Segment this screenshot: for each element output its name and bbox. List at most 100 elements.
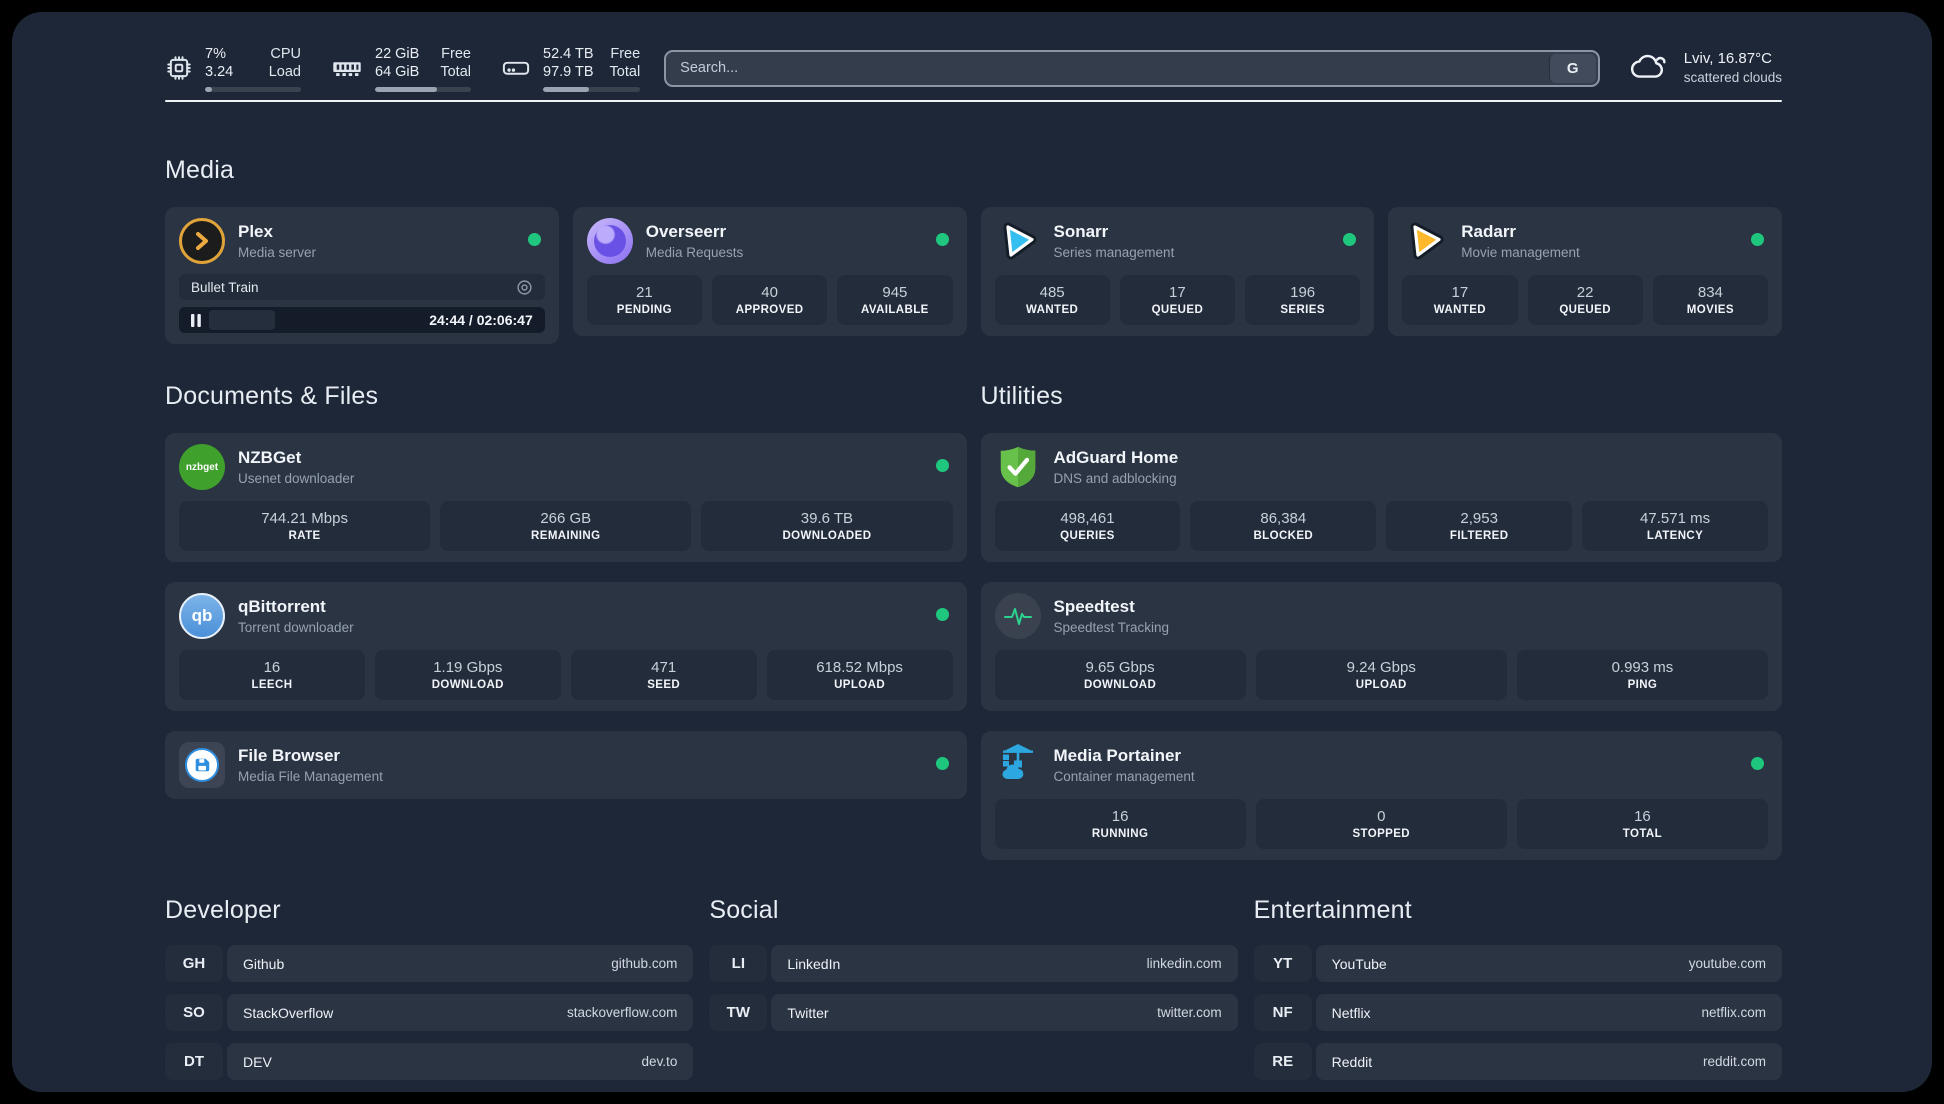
overseerr-icon <box>586 218 633 264</box>
sysstat-label: CPU <box>270 45 301 62</box>
service-title: NZBGet <box>238 448 302 467</box>
now-playing-title: Bullet Train <box>191 279 259 295</box>
link-abbr: RE <box>1253 1043 1312 1080</box>
link-abbr: SO <box>165 994 223 1031</box>
service-subtitle: Usenet downloader <box>238 471 355 486</box>
qbittorrent-icon: qb <box>179 593 225 639</box>
stat-label: AVAILABLE <box>861 304 929 316</box>
status-dot-online <box>1751 233 1764 246</box>
status-dot-online <box>935 608 949 621</box>
status-dot-online <box>935 233 949 246</box>
link-abbr: TW <box>709 994 768 1031</box>
stat-label: SEED <box>647 679 681 691</box>
link-item-dev[interactable]: DT DEV dev.to <box>165 1043 694 1080</box>
stat-value: 16 <box>263 659 281 676</box>
stat-label: BLOCKED <box>1253 530 1314 542</box>
service-card-media-portainer[interactable]: Media Portainer Container management 16 RUN… <box>980 731 1782 860</box>
service-subtitle: Media server <box>238 245 317 260</box>
service-card-sonarr[interactable]: Sonarr Series management 485 WANTED 17 QUEUED… <box>980 207 1375 336</box>
service-card-file-browser[interactable]: File Browser Media File Management <box>165 731 967 799</box>
stat-filtered: 2,953 FILTERED <box>1386 501 1573 551</box>
link-item-linkedin[interactable]: LI LinkedIn linkedin.com <box>709 945 1238 982</box>
stat-label: WANTED <box>1026 304 1079 316</box>
portainer-icon <box>995 742 1041 788</box>
stat-queued: 17 QUEUED <box>1119 275 1235 325</box>
adguard-icon <box>995 444 1041 490</box>
link-item-github[interactable]: GH Github github.com <box>165 945 694 982</box>
ram-icon <box>331 54 363 82</box>
stat-value: 2,953 <box>1460 510 1498 527</box>
link-abbr: GH <box>165 945 223 982</box>
stat-value: 9.65 Gbps <box>1085 659 1155 676</box>
link-item-reddit[interactable]: RE Reddit reddit.com <box>1253 1043 1782 1080</box>
stat-label: RATE <box>288 530 321 542</box>
media-grid: Plex Media server Bullet Train 24:44 / 02:0… <box>165 207 1782 344</box>
sysstat-value: 64 GiB <box>375 63 420 80</box>
stat-value: 0.993 ms <box>1611 659 1674 676</box>
stat-label: QUERIES <box>1060 530 1115 542</box>
playback-time: 24:44 / 02:06:47 <box>429 312 533 328</box>
service-title: Plex <box>238 222 273 241</box>
search-engine-button[interactable]: G <box>1548 53 1596 83</box>
stat-value: 16 <box>1634 808 1651 825</box>
search-bar[interactable]: G <box>664 49 1600 87</box>
link-name: YouTube <box>1331 955 1387 972</box>
service-subtitle: Torrent downloader <box>238 620 354 635</box>
stat-label: REMAINING <box>531 530 601 542</box>
search-input[interactable] <box>666 60 1598 76</box>
service-card-adguard-home[interactable]: AdGuard Home DNS and adblocking 498,461 QUE… <box>980 433 1782 562</box>
stat-total: 16 TOTAL <box>1516 799 1769 849</box>
service-title: qBittorrent <box>238 597 326 616</box>
link-item-youtube[interactable]: YT YouTube youtube.com <box>1253 945 1782 982</box>
link-item-twitter[interactable]: TW Twitter twitter.com <box>709 994 1238 1031</box>
service-title: File Browser <box>238 746 341 765</box>
stat-value: 17 <box>1169 284 1186 301</box>
header-divider <box>165 100 1782 102</box>
section-title-entertainment: Entertainment <box>1253 896 1412 924</box>
link-url: dev.to <box>641 1054 678 1069</box>
links-section-developer: Developer GH Github github.com SO StackOverfl… <box>165 896 694 1092</box>
link-abbr: NF <box>1253 994 1312 1031</box>
service-card-overseerr[interactable]: Overseerr Media Requests 21 PENDING 40 APPROV… <box>572 207 967 336</box>
speedtest-icon <box>994 593 1041 639</box>
stat-label: APPROVED <box>735 304 804 316</box>
system-stat-cpu: 7% 3.24 CPU Load <box>165 45 301 92</box>
service-title: Speedtest <box>1053 597 1135 616</box>
stat-rate: 744.21 Mbps RATE <box>179 501 431 551</box>
stat-value: 9.24 Gbps <box>1346 659 1416 676</box>
stat-ping: 0.993 ms PING <box>1516 650 1769 700</box>
cloud-icon <box>1630 49 1670 88</box>
sysstat-label: Total <box>440 63 471 80</box>
service-card-qbittorrent[interactable]: qb qBittorrent Torrent downloader 16 LEECH 1.… <box>165 582 967 711</box>
link-item-netflix[interactable]: NF Netflix netflix.com <box>1253 994 1782 1031</box>
service-card-nzbget[interactable]: nzbget NZBGet Usenet downloader 744.21 Mbps… <box>165 433 967 562</box>
service-title: Overseerr <box>645 222 727 241</box>
stat-label: SERIES <box>1280 304 1325 316</box>
stat-label: UPLOAD <box>834 679 886 691</box>
stat-upload: 618.52 Mbps UPLOAD <box>766 650 953 700</box>
stat-running: 16 RUNNING <box>994 799 1246 849</box>
service-card-plex[interactable]: Plex Media server Bullet Train 24:44 / 02:0… <box>165 207 559 344</box>
stat-movies: 834 MOVIES <box>1652 275 1768 325</box>
stat-series: 196 SERIES <box>1245 275 1361 325</box>
link-name: DEV <box>243 1053 272 1070</box>
sysstat-label: Free <box>441 45 471 62</box>
stat-value: 1.19 Gbps <box>433 659 503 676</box>
link-item-stackoverflow[interactable]: SO StackOverflow stackoverflow.com <box>165 994 694 1031</box>
service-card-radarr[interactable]: Radarr Movie management 17 WANTED 22 QUEUED 83… <box>1388 207 1782 336</box>
sysstat-label: Load <box>268 63 301 80</box>
cpu-icon <box>165 54 193 82</box>
stat-value: 86,384 <box>1260 510 1307 527</box>
service-title: Radarr <box>1461 222 1517 241</box>
sysstat-progressbar <box>375 86 471 92</box>
documents-section: Documents & Files nzbget NZBGet Usenet dow… <box>165 382 967 860</box>
stat-queries: 498,461 QUERIES <box>994 501 1181 551</box>
stat-available: 945 AVAILABLE <box>837 275 953 325</box>
service-card-speedtest[interactable]: Speedtest Speedtest Tracking 9.65 Gbps DOWN… <box>980 582 1782 711</box>
sysstat-label: Total <box>609 63 641 80</box>
stat-label: PENDING <box>616 304 672 316</box>
utilities-section: Utilities AdGuard Home DNS and adblocking… <box>980 382 1782 860</box>
stat-value: 17 <box>1451 284 1469 301</box>
session-icon[interactable] <box>516 279 533 296</box>
sysstat-value: 3.24 <box>205 63 234 80</box>
